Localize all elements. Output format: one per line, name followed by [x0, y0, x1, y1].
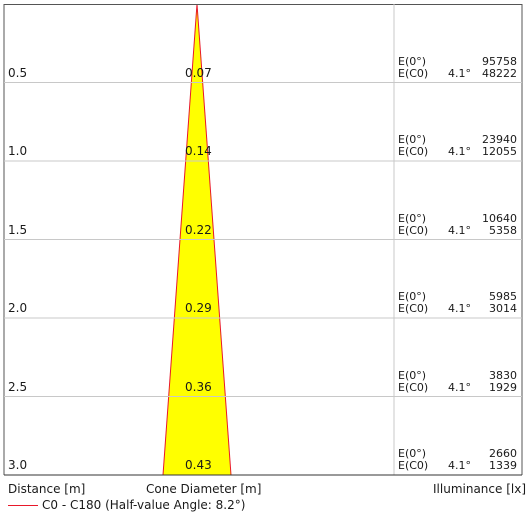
e0-value: 95758	[482, 54, 517, 68]
ec0-label: E(C0)	[398, 145, 429, 158]
cone-diameter-value: 0.07	[185, 65, 212, 80]
angle-value: 4.1°	[448, 380, 471, 394]
distance-value: 1.5	[8, 222, 28, 237]
ec0-value: 1339	[489, 459, 517, 472]
legend-line-swatch	[8, 505, 38, 506]
e0-label: E(0°)	[398, 211, 427, 225]
e0-value: 23940	[482, 133, 517, 146]
ec0-label: E(C0)	[398, 380, 429, 394]
e0-label: E(0°)	[398, 290, 427, 303]
ec0-label: E(C0)	[398, 459, 429, 472]
ec0-value: 12055	[482, 145, 517, 158]
angle-value: 4.1°	[448, 302, 471, 315]
illuminance-axis-label: Illuminance [lx]	[433, 482, 526, 496]
ec0-value: 3014	[489, 302, 517, 315]
e0-value: 2660	[489, 447, 517, 460]
angle-value: 4.1°	[448, 459, 471, 472]
e0-label: E(0°)	[398, 54, 427, 68]
cone-diameter-value: 0.14	[185, 144, 212, 158]
cone-diameter-value: 0.29	[185, 301, 212, 315]
ec0-label: E(C0)	[398, 66, 429, 80]
ec0-label: E(C0)	[398, 302, 429, 315]
angle-value: 4.1°	[448, 66, 471, 80]
angle-value: 4.1°	[448, 223, 471, 237]
e0-value: 10640	[482, 211, 517, 225]
legend-label: C0 - C180 (Half-value Angle: 8.2°)	[42, 498, 246, 512]
distance-axis-label: Distance [m]	[8, 482, 86, 496]
e0-label: E(0°)	[398, 133, 427, 146]
angle-value: 4.1°	[448, 145, 471, 158]
e0-label: E(0°)	[398, 447, 427, 460]
ec0-value: 5358	[489, 223, 517, 237]
distance-value: 3.0	[8, 458, 28, 472]
cone-diameter-value: 0.36	[185, 379, 212, 394]
e0-value: 5985	[489, 290, 517, 303]
e0-value: 3830	[489, 368, 517, 382]
e0-label: E(0°)	[398, 368, 427, 382]
cone-diameter-value: 0.22	[185, 222, 212, 237]
distance-value: 2.5	[8, 379, 28, 394]
distance-value: 0.5	[8, 65, 28, 80]
distance-value: 2.0	[8, 301, 28, 315]
cone-diameter-axis-label: Cone Diameter [m]	[146, 482, 262, 496]
ec0-value: 1929	[489, 380, 517, 394]
cone-diameter-value: 0.43	[185, 458, 212, 472]
distance-value: 1.0	[8, 144, 28, 158]
ec0-value: 48222	[482, 66, 517, 80]
ec0-label: E(C0)	[398, 223, 429, 237]
